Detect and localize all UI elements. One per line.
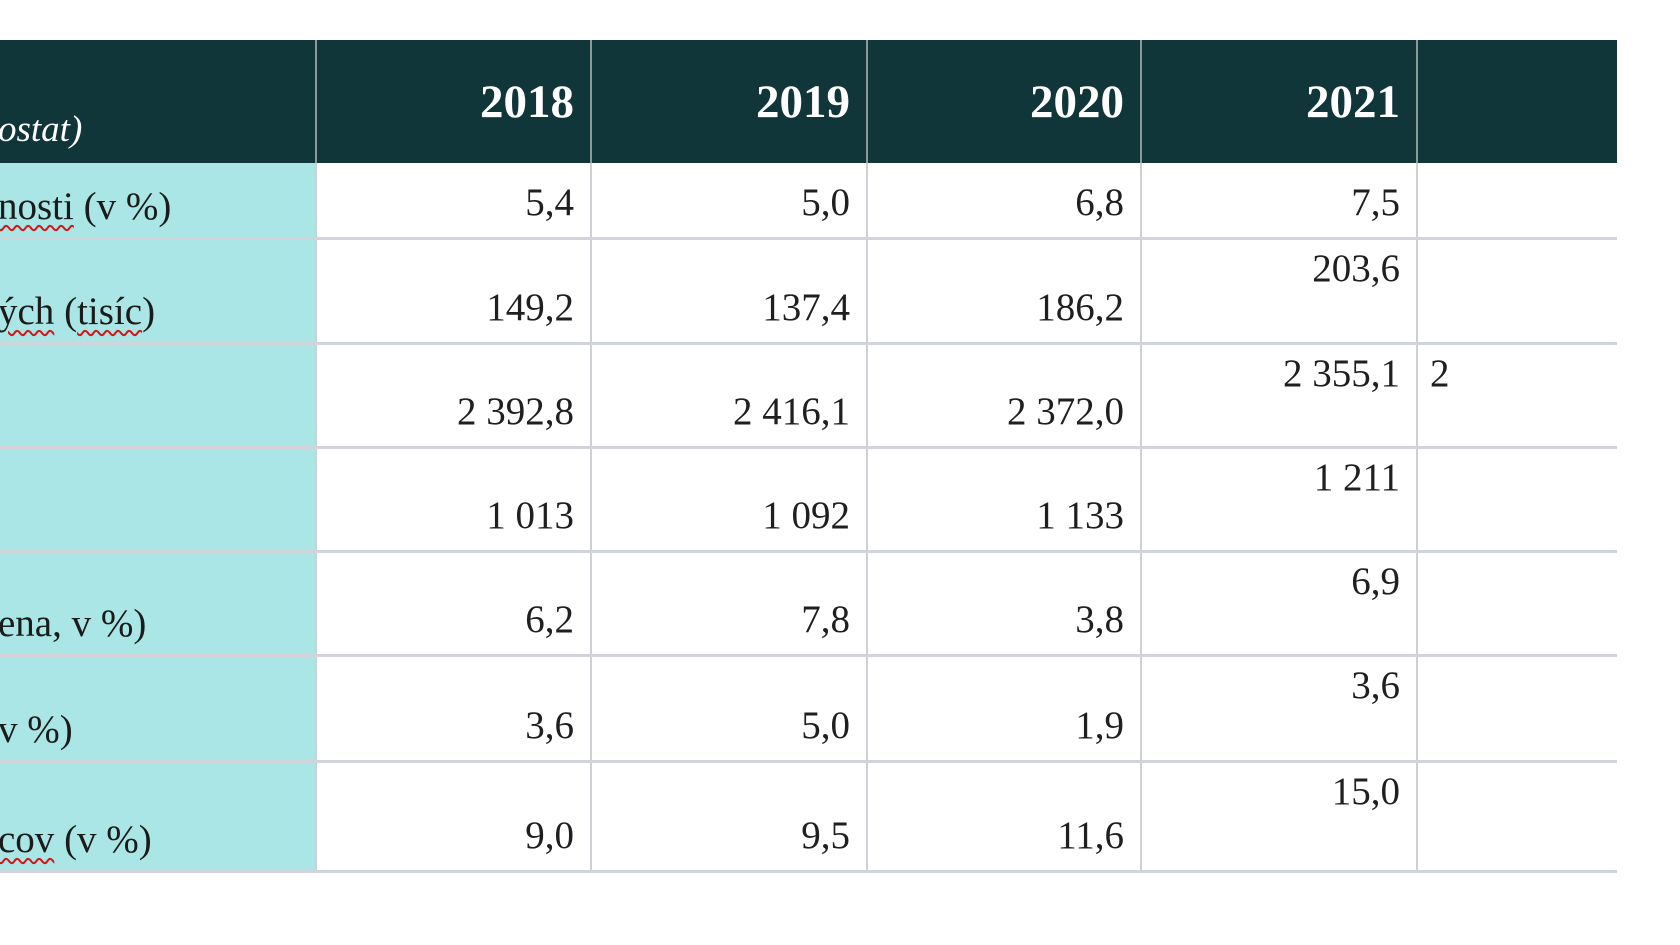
value-cell: 137,4 xyxy=(590,238,867,345)
year-header xyxy=(1416,40,1617,163)
value-cell: 1 013 xyxy=(315,447,591,553)
value-cell: 1 092 xyxy=(590,447,867,553)
value-cell: 2 392,8 xyxy=(315,343,591,449)
value-cell: 15,0 xyxy=(1140,761,1417,873)
value-cell xyxy=(1416,551,1617,657)
value-cell: 5,0 xyxy=(590,655,867,763)
year-header: 2019 xyxy=(590,40,867,163)
value-cell: 6,8 xyxy=(866,163,1141,240)
year-header: 2020 xyxy=(866,40,1141,163)
header-label: ostat) xyxy=(0,109,83,150)
row-label: nosti (v %) xyxy=(0,163,316,240)
value-cell xyxy=(1416,655,1617,763)
value-cell: 7,5 xyxy=(1140,163,1417,240)
value-cell: 5,4 xyxy=(315,163,591,240)
value-cell: 3,8 xyxy=(866,551,1141,657)
row-label: ena, v %) xyxy=(0,551,316,657)
table-row: ena, v %) 6,2 7,8 3,8 6,9 xyxy=(0,551,1617,657)
statistics-table: ostat) 2018 2019 2020 2021 nosti (v %) 5… xyxy=(0,40,1617,873)
value-cell: 6,2 xyxy=(315,551,591,657)
year-header: 2018 xyxy=(315,40,591,163)
value-cell: 2 xyxy=(1416,343,1617,449)
label-part: ých xyxy=(0,289,55,333)
value-cell: 186,2 xyxy=(866,238,1141,345)
value-cell: 203,6 xyxy=(1140,238,1417,345)
label-part: cov xyxy=(0,817,55,861)
value-cell xyxy=(1416,447,1617,553)
label-part: ( xyxy=(54,289,78,333)
table-row: 1 013 1 092 1 133 1 211 xyxy=(0,447,1617,553)
table-row: nosti (v %) 5,4 5,0 6,8 7,5 xyxy=(0,163,1617,240)
value-cell xyxy=(1416,238,1617,345)
value-cell: 2 372,0 xyxy=(866,343,1141,449)
header-row: ostat) 2018 2019 2020 2021 xyxy=(0,40,1617,163)
value-cell: 149,2 xyxy=(315,238,591,345)
value-cell: 11,6 xyxy=(866,761,1141,873)
value-cell: 9,5 xyxy=(590,761,867,873)
year-header: 2021 xyxy=(1140,40,1417,163)
row-label: ých (tisíc) xyxy=(0,238,316,345)
value-cell xyxy=(1416,761,1617,873)
label-part: tisíc xyxy=(77,289,143,333)
value-cell: 3,6 xyxy=(315,655,591,763)
value-cell: 1,9 xyxy=(866,655,1141,763)
value-cell: 7,8 xyxy=(590,551,867,657)
table-row: cov (v %) 9,0 9,5 11,6 15,0 xyxy=(0,761,1617,873)
value-cell: 2 416,1 xyxy=(590,343,867,449)
label-part: ) xyxy=(142,289,156,333)
table-row: 2 392,8 2 416,1 2 372,0 2 355,1 2 xyxy=(0,343,1617,449)
value-cell xyxy=(1416,163,1617,240)
value-cell: 5,0 xyxy=(590,163,867,240)
value-cell: 6,9 xyxy=(1140,551,1417,657)
label-part: nosti xyxy=(0,184,74,228)
row-label xyxy=(0,447,316,553)
value-cell: 2 355,1 xyxy=(1140,343,1417,449)
label-part: (v %) xyxy=(73,184,172,228)
value-cell: 9,0 xyxy=(315,761,591,873)
row-label: cov (v %) xyxy=(0,761,316,873)
value-cell: 1 133 xyxy=(866,447,1141,553)
value-cell: 1 211 xyxy=(1140,447,1417,553)
label-part: (v %) xyxy=(54,817,152,861)
table-row: ých (tisíc) 149,2 137,4 186,2 203,6 xyxy=(0,238,1617,345)
table-row: v %) 3,6 5,0 1,9 3,6 xyxy=(0,655,1617,763)
row-label: v %) xyxy=(0,655,316,763)
value-cell: 3,6 xyxy=(1140,655,1417,763)
row-label xyxy=(0,343,316,449)
